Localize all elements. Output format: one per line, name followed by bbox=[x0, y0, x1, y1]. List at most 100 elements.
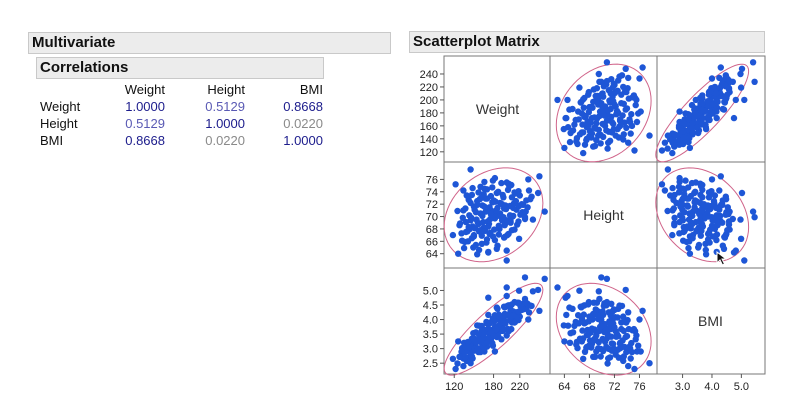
data-point bbox=[495, 188, 502, 195]
data-point bbox=[679, 206, 686, 213]
scatterplot-matrix-outline-header[interactable]: Scatterplot Matrix bbox=[409, 31, 765, 53]
data-point bbox=[585, 91, 592, 98]
data-point bbox=[521, 214, 529, 221]
data-point bbox=[626, 118, 634, 126]
data-point bbox=[622, 286, 629, 294]
data-point bbox=[605, 107, 612, 114]
data-point bbox=[464, 238, 472, 245]
corr-cell: 0.8668 bbox=[125, 133, 165, 148]
data-point bbox=[612, 351, 619, 358]
density-ellipse bbox=[555, 63, 652, 163]
data-point bbox=[576, 84, 583, 91]
data-point bbox=[465, 223, 472, 231]
data-point bbox=[678, 197, 685, 205]
data-point bbox=[702, 214, 709, 221]
data-point bbox=[486, 320, 493, 327]
data-point bbox=[470, 330, 477, 337]
data-point bbox=[595, 101, 602, 108]
data-point bbox=[623, 319, 630, 326]
data-point bbox=[597, 345, 604, 353]
data-point bbox=[585, 109, 592, 116]
data-point bbox=[493, 304, 500, 311]
data-point bbox=[515, 299, 522, 306]
data-point bbox=[708, 176, 716, 183]
data-point bbox=[670, 137, 677, 144]
multivariate-outline-header[interactable]: Multivariate bbox=[28, 32, 391, 54]
data-point bbox=[485, 294, 492, 301]
data-point bbox=[581, 113, 588, 121]
data-point bbox=[512, 197, 520, 205]
data-point bbox=[622, 65, 629, 73]
density-ellipse bbox=[655, 63, 750, 163]
data-point bbox=[503, 179, 510, 186]
density-ellipse bbox=[655, 167, 750, 263]
correlations-outline-header[interactable]: Correlations bbox=[36, 57, 324, 79]
data-point bbox=[503, 292, 510, 300]
data-point bbox=[626, 345, 634, 352]
data-point bbox=[588, 344, 595, 351]
data-point bbox=[737, 235, 745, 242]
data-point bbox=[467, 360, 474, 367]
data-point bbox=[511, 319, 518, 326]
data-point bbox=[525, 309, 533, 316]
data-point bbox=[737, 84, 745, 91]
data-point bbox=[567, 129, 574, 137]
data-point bbox=[625, 309, 632, 316]
data-point bbox=[599, 120, 606, 128]
table-row: Weight 1.0000 0.5129 0.8668 bbox=[40, 98, 323, 115]
data-point bbox=[749, 208, 757, 215]
row-label-bmi: BMI bbox=[40, 133, 64, 148]
data-point bbox=[620, 353, 627, 360]
data-point bbox=[606, 137, 614, 144]
data-point bbox=[737, 70, 744, 78]
data-point bbox=[609, 308, 616, 315]
data-point bbox=[501, 310, 508, 318]
data-point bbox=[603, 77, 611, 85]
data-point bbox=[705, 189, 713, 196]
data-point bbox=[616, 116, 624, 123]
data-point bbox=[510, 204, 517, 212]
data-point bbox=[603, 59, 611, 66]
data-point bbox=[464, 338, 472, 346]
data-point bbox=[686, 238, 693, 245]
data-point bbox=[579, 327, 586, 334]
corr-cell: 0.0220 bbox=[205, 133, 245, 148]
data-point bbox=[493, 207, 500, 214]
data-point bbox=[580, 335, 587, 342]
data-point bbox=[658, 181, 666, 188]
data-point bbox=[720, 245, 728, 252]
tick-label: 72 bbox=[426, 199, 438, 211]
data-point bbox=[738, 189, 746, 197]
correlations-table: Weight Height BMI Weight 1.0000 0.5129 0… bbox=[40, 81, 323, 149]
data-point bbox=[474, 346, 481, 353]
tick-label: 220 bbox=[511, 381, 529, 393]
data-point bbox=[692, 197, 699, 204]
tick-label: 74 bbox=[426, 187, 438, 199]
data-point bbox=[465, 344, 472, 351]
data-point bbox=[704, 230, 712, 238]
data-point bbox=[711, 225, 719, 233]
tick-label: 180 bbox=[484, 381, 502, 393]
data-point bbox=[680, 134, 687, 141]
corr-cell: 0.0220 bbox=[283, 116, 323, 131]
tick-label: 3.0 bbox=[423, 344, 438, 356]
data-point bbox=[572, 116, 579, 124]
data-point bbox=[676, 174, 683, 182]
correlations-header-row: Weight Height BMI bbox=[40, 81, 323, 98]
data-point bbox=[709, 110, 717, 117]
data-point bbox=[741, 257, 748, 264]
scatterplot-matrix-title: Scatterplot Matrix bbox=[413, 33, 540, 50]
data-point bbox=[608, 113, 615, 121]
tick-label: 72 bbox=[608, 381, 620, 393]
data-point bbox=[608, 340, 616, 347]
data-point bbox=[616, 73, 623, 80]
data-point bbox=[664, 166, 672, 173]
data-point bbox=[455, 250, 462, 257]
tick-label: 4.5 bbox=[423, 300, 438, 312]
data-point bbox=[699, 100, 706, 107]
data-point bbox=[709, 233, 717, 240]
data-point bbox=[669, 184, 676, 192]
tick-label: 120 bbox=[420, 147, 438, 159]
data-point bbox=[620, 131, 627, 138]
